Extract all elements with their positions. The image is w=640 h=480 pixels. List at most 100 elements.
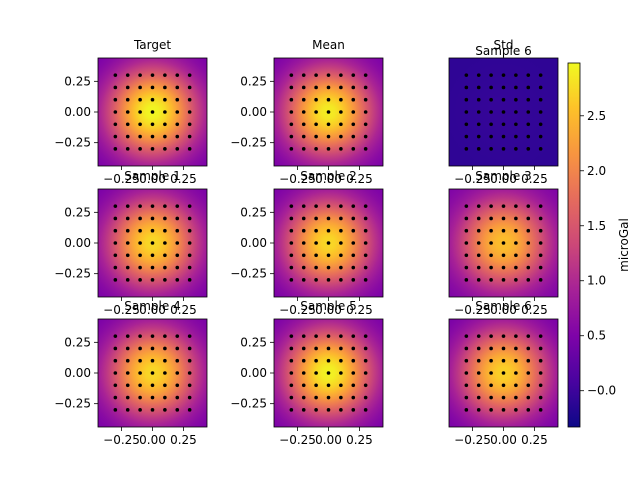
station-point <box>163 346 167 351</box>
station-point <box>150 241 155 245</box>
station-point <box>489 383 493 388</box>
station-point <box>326 110 331 114</box>
station-point <box>138 204 142 208</box>
station-point <box>363 346 368 351</box>
station-point <box>175 358 180 363</box>
station-point <box>351 358 356 363</box>
station-point <box>326 97 331 102</box>
station-point <box>175 97 180 102</box>
x-tick-label: 0.25 <box>521 303 548 317</box>
station-point <box>501 371 506 375</box>
station-point <box>125 408 130 412</box>
station-point <box>138 383 142 388</box>
station-point <box>125 134 130 139</box>
station-point <box>501 228 506 233</box>
station-point <box>464 110 469 114</box>
station-point <box>289 334 294 338</box>
station-point <box>150 346 155 351</box>
station-point <box>501 241 506 245</box>
station-point <box>150 371 155 375</box>
station-point <box>526 241 531 245</box>
station-point <box>138 134 142 139</box>
station-point <box>289 253 294 258</box>
station-point <box>476 216 481 221</box>
station-point <box>363 241 368 245</box>
station-point <box>125 204 130 208</box>
station-point <box>326 122 331 127</box>
station-point <box>163 241 167 245</box>
station-point <box>175 253 180 258</box>
station-point <box>138 395 142 400</box>
station-point <box>526 97 531 102</box>
station-point <box>501 265 506 270</box>
station-point <box>289 204 294 208</box>
station-point <box>489 395 493 400</box>
station-point <box>150 253 155 258</box>
station-point <box>526 228 531 233</box>
station-point <box>326 278 331 282</box>
station-point <box>326 134 331 139</box>
station-point <box>501 334 506 338</box>
station-point <box>326 383 331 388</box>
station-point <box>363 97 368 102</box>
station-point <box>351 147 356 151</box>
station-point <box>326 204 331 208</box>
station-point <box>175 395 180 400</box>
station-point <box>187 346 192 351</box>
station-point <box>476 147 481 151</box>
station-point <box>489 204 493 208</box>
station-point <box>526 73 531 77</box>
station-point <box>301 358 306 363</box>
station-point <box>301 228 306 233</box>
station-point <box>514 383 518 388</box>
station-point <box>113 334 118 338</box>
station-point <box>150 395 155 400</box>
station-point <box>326 228 331 233</box>
station-point <box>301 122 306 127</box>
y-tick-label: 0.00 <box>240 236 267 250</box>
station-point <box>314 346 318 351</box>
panel-title: Target <box>133 38 171 52</box>
station-point <box>501 97 506 102</box>
station-point <box>501 216 506 221</box>
station-point <box>538 334 543 338</box>
station-point <box>476 334 481 338</box>
station-point <box>538 204 543 208</box>
station-point <box>339 147 343 151</box>
station-point <box>363 358 368 363</box>
station-point <box>175 147 180 151</box>
station-point <box>526 278 531 282</box>
station-point <box>187 204 192 208</box>
station-point <box>339 408 343 412</box>
station-point <box>138 334 142 338</box>
station-point <box>514 85 518 90</box>
station-point <box>326 265 331 270</box>
station-point <box>526 147 531 151</box>
station-point <box>514 395 518 400</box>
station-point <box>339 85 343 90</box>
station-point <box>538 73 543 77</box>
y-tick-label: 0.25 <box>64 205 91 219</box>
station-point <box>363 265 368 270</box>
colorbar-tick-label: 0.5 <box>587 329 606 343</box>
station-point <box>301 408 306 412</box>
station-point <box>476 408 481 412</box>
station-point <box>175 122 180 127</box>
station-point <box>538 85 543 90</box>
station-point <box>339 358 343 363</box>
station-point <box>150 122 155 127</box>
station-point <box>514 358 518 363</box>
station-point <box>514 204 518 208</box>
station-point <box>526 204 531 208</box>
station-point <box>113 122 118 127</box>
colorbar-label: microGal <box>617 218 631 272</box>
station-point <box>113 241 118 245</box>
station-point <box>113 371 118 375</box>
station-point <box>113 85 118 90</box>
colorbar-frame <box>567 62 581 428</box>
station-point <box>464 147 469 151</box>
station-point <box>514 265 518 270</box>
station-point <box>526 346 531 351</box>
x-tick-label: 0.00 <box>315 303 342 317</box>
